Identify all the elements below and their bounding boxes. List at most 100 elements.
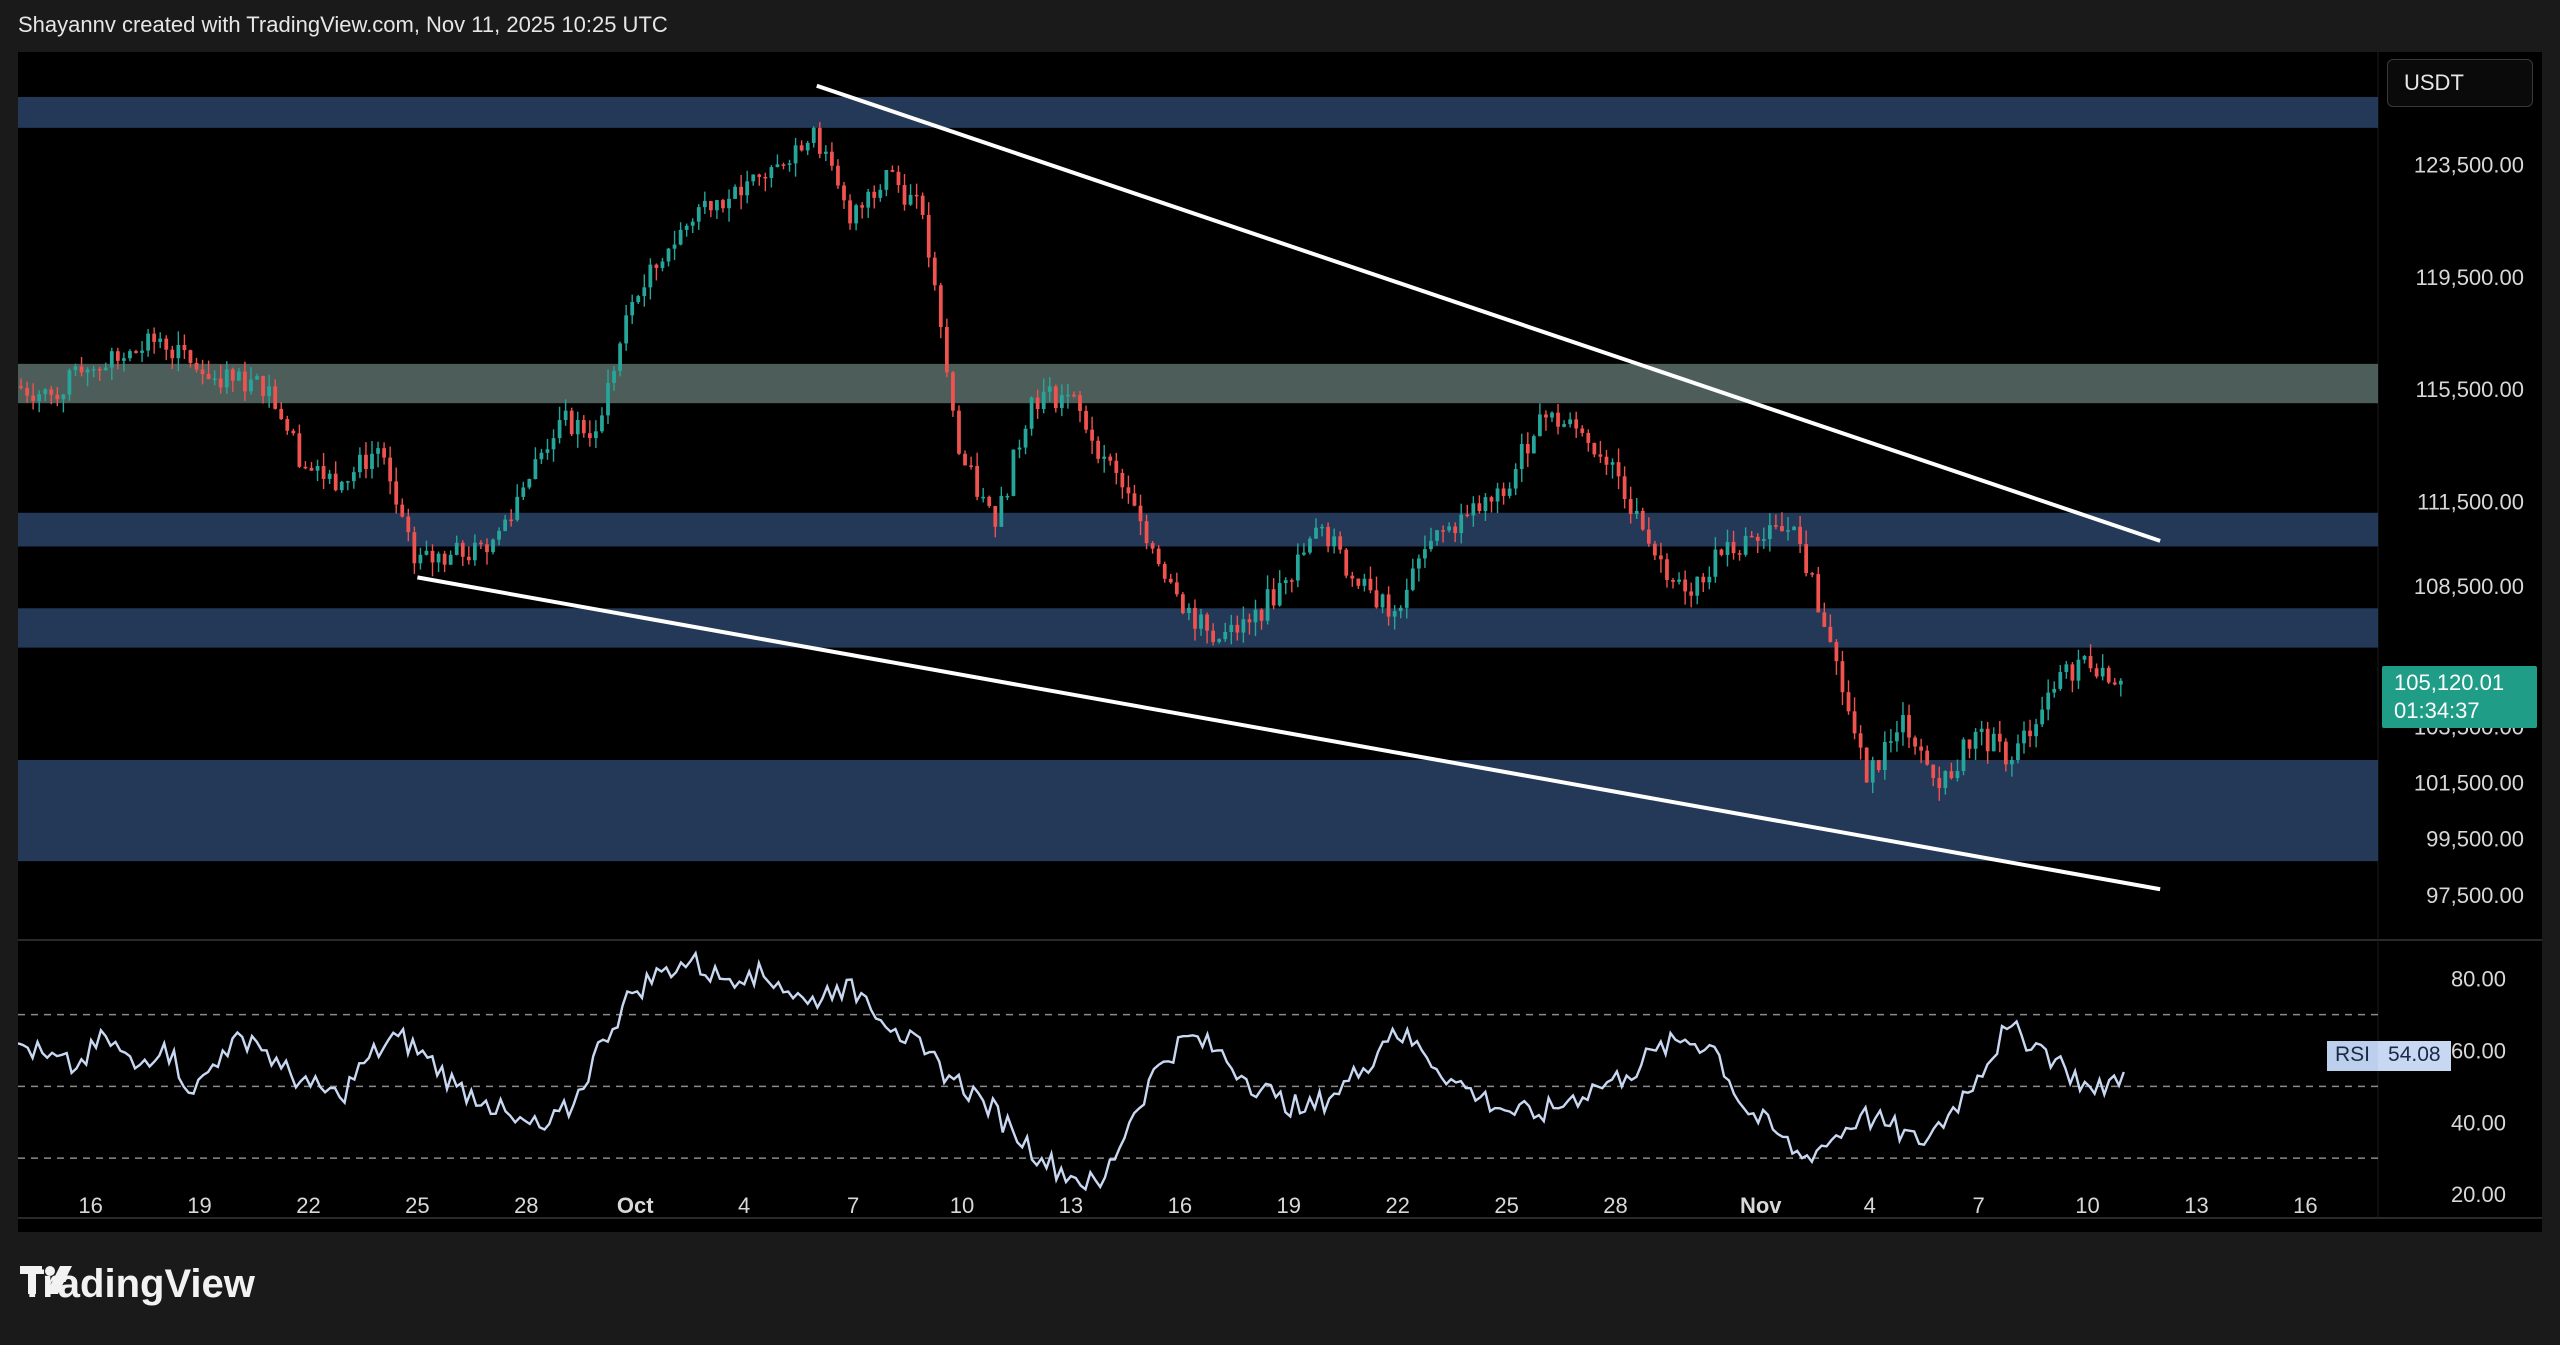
candle-body [1870,760,1875,783]
candle-body [1822,612,1827,627]
candle-body [624,315,629,344]
candle-body [606,382,610,416]
candle-body [569,410,574,435]
candle-body [2052,688,2057,693]
candle-body [1731,541,1736,554]
candle-body [1556,412,1560,427]
candle-body [1404,589,1409,608]
candle-body [1937,777,1942,789]
price-axis-label: 111,500.00 [2417,490,2524,515]
candle-body [485,544,489,553]
candle-body [769,167,774,178]
candle-body [1005,495,1010,498]
candle-body [1277,583,1282,606]
candle-body [364,454,368,469]
candle-body [303,466,308,469]
candle-body [1689,591,1694,596]
time-axis-label: 25 [1494,1193,1518,1218]
candle-body [908,194,913,205]
candle-body [2106,667,2111,683]
rsi-tag-value: 54.08 [2378,1041,2451,1071]
candle-body [243,371,247,392]
candle-body [315,466,320,471]
candle-body [1640,510,1645,530]
candle-body [793,145,798,164]
candle-body [358,454,362,473]
price-axis-label: 99,500.00 [2426,827,2524,852]
candle-body [1017,447,1022,450]
candle-body [660,261,665,268]
candle-body [1780,526,1784,532]
candle-body [1955,771,1960,779]
candle-body [2028,730,2032,737]
time-axis-label: 25 [405,1193,429,1218]
candle-body [842,185,846,201]
candle-body [1519,443,1524,470]
candle-body [91,368,96,371]
candle-body [1223,631,1228,640]
candle-body [134,351,138,353]
candle-body [400,504,405,517]
candle-body [1725,541,1730,555]
time-axis-label: 4 [738,1193,750,1218]
candle-body [860,205,865,208]
candle-body [55,394,60,400]
candle-body [109,351,114,368]
candle-body [73,366,78,371]
candle-body [721,200,725,209]
candle-body [1374,590,1379,608]
trendline-lower [417,575,2161,892]
tradingview-brand[interactable]: TradingView [20,1262,255,1307]
time-axis-label: 22 [1385,1193,1409,1218]
candle-body [406,516,411,533]
candle-body [2112,682,2117,685]
candle-body [1344,549,1349,576]
candle-body [79,366,84,373]
candle-body [872,191,877,198]
candle-body [2016,743,2020,760]
candle-body [1066,394,1070,397]
candle-body [115,351,120,361]
candle-body [1416,558,1421,569]
candle-body [1888,741,1893,743]
candle-body [2118,680,2123,685]
candle-body [1308,538,1312,553]
candle-body [1786,530,1790,532]
candle-body [969,465,973,467]
candle-body [1895,732,1899,742]
candle-body [987,496,992,507]
candle-body [2076,659,2081,681]
time-axis-label: 13 [2184,1193,2208,1218]
candle-body [1719,549,1724,555]
candle-body [630,302,635,316]
time-axis-label: 10 [2075,1193,2099,1218]
candle-body [708,200,713,211]
candle-body [1168,578,1173,583]
price-axis-label: 101,500.00 [2414,770,2524,795]
candle-body [1737,553,1742,555]
candle-body [1459,514,1464,534]
candle-body [902,185,907,205]
rsi-axis-label: 60.00 [2451,1038,2506,1063]
candle-body [164,338,169,350]
candle-body [527,479,532,488]
candle-body [1804,544,1809,574]
candle-body [345,481,350,483]
time-axis-label: 16 [1168,1193,1192,1218]
candle-body [412,532,417,564]
candle-body [31,395,36,402]
candle-body [557,420,562,439]
candle-body [999,495,1004,527]
candle-body [152,333,157,342]
candle-body [436,553,441,563]
candle-body [122,358,126,361]
chart-area[interactable]: 123,500.00 119,500.00 115,500.00 111,500.00… [18,52,2542,1232]
candle-body [1774,525,1778,527]
candle-body [1901,715,1905,733]
chart-canvas[interactable]: 123,500.00 119,500.00 115,500.00 111,500.00… [18,52,2542,1232]
candle-body [890,170,895,172]
candle-body [448,554,453,565]
candle-body [1665,559,1669,580]
candle-body [1283,580,1288,584]
currency-button[interactable]: USDT [2387,59,2533,107]
